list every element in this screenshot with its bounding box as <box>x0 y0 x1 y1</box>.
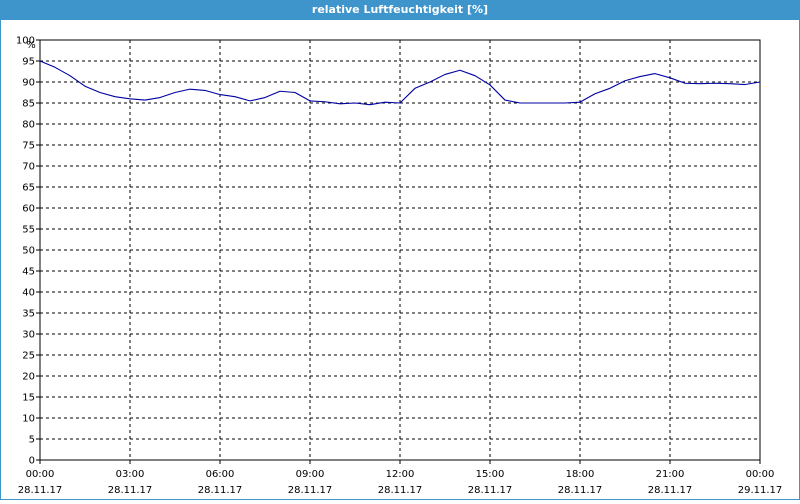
x-tick-label-date: 28.11.17 <box>288 485 333 496</box>
y-tick-label: 50 <box>22 246 35 257</box>
series-line-humidity <box>39 60 761 106</box>
y-tick-label: 20 <box>22 372 35 383</box>
x-tick-label-time: 03:00 <box>116 469 145 480</box>
x-tick-label-time: 09:00 <box>296 469 325 480</box>
x-tick-label-date: 28.11.17 <box>558 485 603 496</box>
x-tick-label-date: 28.11.17 <box>198 485 243 496</box>
chart-area: 0 5 10 15 20 25 30 35 40 45 50 55 60 65 70 75 80 85 90 95 10… <box>0 20 800 500</box>
x-axis-ticks: 00:00 28.11.17 03:00 28.11.17 06:00 28.11.17 0… <box>18 460 783 496</box>
y-tick-label: 70 <box>22 162 35 173</box>
y-axis-ticks: 0 5 10 15 20 25 30 35 40 45 50 55 60 65 70 75 80 85 90 95 10… <box>16 36 40 467</box>
y-tick-label: 35 <box>22 309 35 320</box>
y-tick-label: 30 <box>22 330 35 341</box>
y-tick-label: 80 <box>22 120 35 131</box>
x-tick-label-date: 29.11.17 <box>738 485 783 496</box>
x-tick-label-time: 06:00 <box>206 469 235 480</box>
x-tick-label-time: 18:00 <box>566 469 595 480</box>
y-tick-label: 55 <box>22 225 35 236</box>
x-tick-label-time: 21:00 <box>656 469 685 480</box>
x-tick-label-date: 28.11.17 <box>108 485 153 496</box>
y-axis-unit-label: % <box>26 40 36 51</box>
chart-title: relative Luftfeuchtigkeit [%] <box>0 0 800 20</box>
y-tick-label: 15 <box>22 393 35 404</box>
y-tick-label: 0 <box>29 456 35 467</box>
y-tick-label: 5 <box>29 435 35 446</box>
y-tick-label: 65 <box>22 183 35 194</box>
y-tick-label: 100 <box>16 36 35 47</box>
y-tick-label: 85 <box>22 99 35 110</box>
x-tick-label-date: 28.11.17 <box>648 485 693 496</box>
y-tick-label: 10 <box>22 414 35 425</box>
line-chart: 0 5 10 15 20 25 30 35 40 45 50 55 60 65 70 75 80 85 90 95 10… <box>16 36 783 497</box>
x-tick-label-date: 28.11.17 <box>18 485 63 496</box>
y-tick-label: 90 <box>22 78 35 89</box>
grid-lines <box>40 40 760 460</box>
y-tick-label: 75 <box>22 141 35 152</box>
x-tick-label-time: 15:00 <box>476 469 505 480</box>
y-tick-label: 60 <box>22 204 35 215</box>
y-tick-label: 40 <box>22 288 35 299</box>
x-tick-label-time: 12:00 <box>386 469 415 480</box>
x-tick-label-date: 28.11.17 <box>378 485 423 496</box>
y-tick-label: 95 <box>22 57 35 68</box>
series-group <box>39 60 761 106</box>
x-tick-label-time: 00:00 <box>746 469 775 480</box>
y-tick-label: 25 <box>22 351 35 362</box>
y-tick-label: 45 <box>22 267 35 278</box>
x-tick-label-time: 00:00 <box>26 469 55 480</box>
x-tick-label-date: 28.11.17 <box>468 485 513 496</box>
